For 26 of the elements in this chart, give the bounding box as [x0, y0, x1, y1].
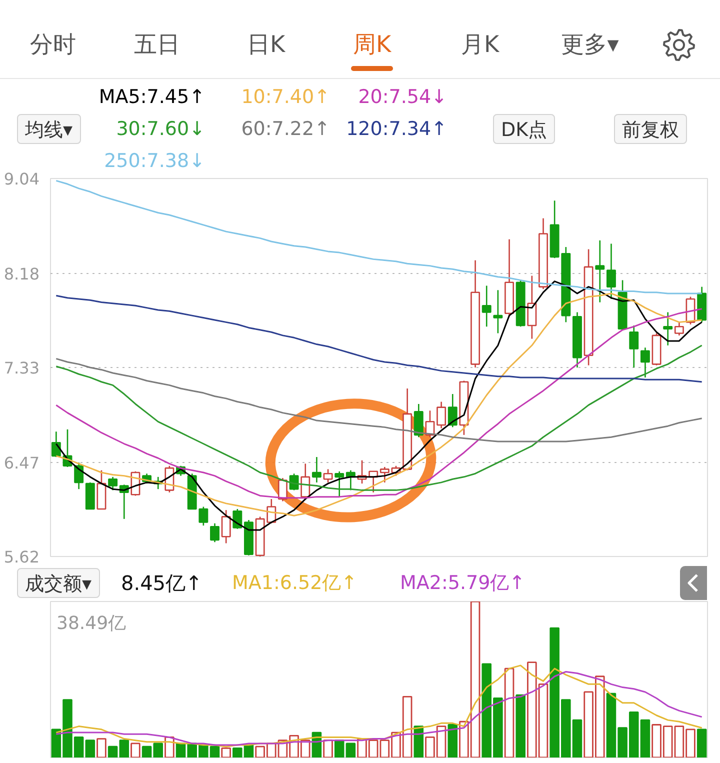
y-tick-label: 7.33: [4, 358, 40, 378]
y-tick-label: 6.47: [4, 454, 40, 473]
y-tick-label: 5.62: [4, 548, 40, 566]
text: 8.45亿↑: [121, 570, 202, 597]
series-label: 250:7.38↓: [104, 148, 205, 170]
text: MA5:7.45↑: [98, 84, 205, 110]
text: 五日: [134, 30, 180, 60]
text: MA1:6.52亿↑: [232, 570, 358, 596]
text: 成交额▾: [17, 568, 100, 598]
text: MA2:5.79亿↑: [400, 570, 526, 596]
text: 均线▾: [17, 114, 81, 144]
text: 30:7.60↓: [116, 116, 205, 142]
y-tick-label: 9.04: [4, 170, 40, 188]
text: DK点: [493, 114, 556, 144]
text: 60:7.22↑: [241, 116, 330, 142]
text: 20:7.54↓: [358, 84, 447, 110]
text: 分时: [30, 30, 76, 60]
text: 月K: [460, 30, 500, 60]
y-tick-label: 8.18: [4, 264, 40, 284]
text: 更多▾: [561, 30, 619, 60]
text: 前复权: [614, 114, 687, 144]
text: 120:7.34↑: [346, 116, 447, 142]
annotation: 38.49亿: [56, 613, 126, 634]
text: 周K: [352, 30, 392, 60]
text: 日K: [246, 30, 286, 60]
text: 10:7.40↑: [241, 84, 330, 110]
